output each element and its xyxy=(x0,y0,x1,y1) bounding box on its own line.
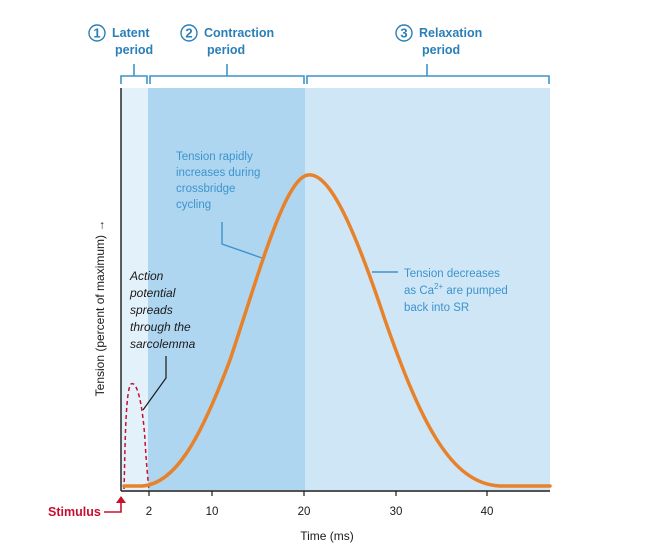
annotation-line: Tension rapidly xyxy=(176,151,253,163)
contraction-annotation: Tension rapidly increases during crossbr… xyxy=(176,151,263,259)
action-potential-annotation: Action potential spreads through the sar… xyxy=(129,269,196,411)
phase-label-contraction: 2 Contraction period xyxy=(180,24,274,57)
phase-number: 1 xyxy=(93,26,100,41)
stimulus-arrow-icon xyxy=(104,496,126,513)
stimulus-label: Stimulus xyxy=(48,505,101,519)
phase-title: period xyxy=(115,43,153,57)
relaxation-annotation: Tension decreases as Ca2+ are pumped bac… xyxy=(372,268,508,314)
x-tick-label: 2 xyxy=(146,506,152,518)
annotation-line: sarcolemma xyxy=(130,337,196,351)
phase-title: Contraction xyxy=(204,26,274,40)
x-tick-label: 20 xyxy=(298,506,311,518)
phase-number: 3 xyxy=(400,26,407,41)
phase-number: 2 xyxy=(185,26,192,41)
annotation-line: crossbridge xyxy=(176,183,235,195)
annotation-line: spreads xyxy=(130,303,173,317)
tension-curve xyxy=(122,173,552,488)
action-potential-spike xyxy=(123,383,150,492)
phase-title: Relaxation xyxy=(419,26,482,40)
annotation-line: Tension decreases xyxy=(404,268,500,280)
phase-label-latent: 1 Latent period xyxy=(88,24,153,57)
phase-title: period xyxy=(422,43,460,57)
y-axis-label: Tension (percent of maximum) → xyxy=(93,220,107,397)
annotation-line: through the xyxy=(130,320,191,334)
annotation-line: increases during xyxy=(176,167,260,179)
phase-title: period xyxy=(207,43,245,57)
contraction-period-region xyxy=(148,88,305,490)
annotation-line: cycling xyxy=(176,199,211,211)
phase-title: Latent xyxy=(112,26,150,40)
annotation-line: potential xyxy=(129,286,176,300)
annotation-line: as Ca2+ are pumped xyxy=(404,282,508,297)
annotation-line: back into SR xyxy=(404,302,469,314)
x-axis-label: Time (ms) xyxy=(300,529,354,543)
contraction-bracket xyxy=(149,64,305,84)
x-tick-label: 10 xyxy=(206,506,219,518)
latent-bracket xyxy=(120,64,148,84)
annotation-line: Action xyxy=(129,269,164,283)
x-tick-label: 40 xyxy=(481,506,494,518)
contraction-leader-line xyxy=(221,222,263,259)
phase-label-relaxation: 3 Relaxation period xyxy=(395,24,482,57)
action-potential-leader-line xyxy=(142,356,167,411)
relaxation-bracket xyxy=(306,64,550,84)
x-tick-label: 30 xyxy=(390,506,403,518)
